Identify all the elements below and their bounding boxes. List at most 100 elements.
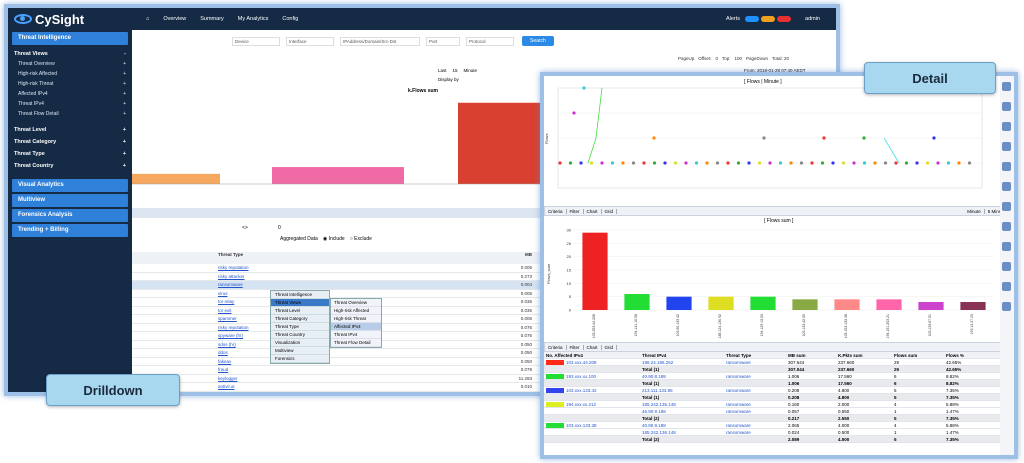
tab-grid[interactable]: Grid xyxy=(602,208,618,214)
search-button[interactable]: Search xyxy=(522,36,554,46)
bar[interactable] xyxy=(834,299,860,310)
data-point[interactable] xyxy=(684,161,688,165)
cell[interactable]: 194.xxx.xx.212 xyxy=(566,402,597,407)
tab-filter[interactable]: Filter xyxy=(567,344,584,350)
threat-type-link[interactable]: ddos xyxy=(218,350,228,355)
menu-item[interactable]: Threat Country xyxy=(271,331,329,339)
threat-intel-button[interactable]: Threat Intelligence xyxy=(12,32,128,45)
column-header[interactable]: K.Pkts sum xyxy=(838,353,863,358)
table-row[interactable]: Total (2) 2.089 4.500 5 7.35% xyxy=(544,436,1006,443)
data-point[interactable] xyxy=(873,161,877,165)
tab-grid[interactable]: Grid xyxy=(602,344,618,350)
cell[interactable]: ransomware xyxy=(726,374,751,379)
table-row[interactable]: fakeav 0.050 xyxy=(132,358,552,366)
cell[interactable]: 185.242.136.148 xyxy=(642,430,676,435)
tab-chart[interactable]: Chart xyxy=(584,208,602,214)
multiview-button[interactable]: Multiview xyxy=(12,194,128,207)
pageup-button[interactable]: PageUp xyxy=(678,56,695,61)
data-point[interactable] xyxy=(572,111,576,115)
sidebar-item-threat-ipv4[interactable]: Threat IPv4 + xyxy=(18,101,126,107)
nav-arrows[interactable]: <> xyxy=(242,225,248,231)
data-point[interactable] xyxy=(822,136,826,140)
group-level[interactable]: Threat Level + xyxy=(14,127,126,133)
data-point[interactable] xyxy=(747,161,751,165)
cell[interactable]: Total (1) xyxy=(642,395,660,400)
device-field[interactable]: Device xyxy=(232,36,280,46)
top-input[interactable]: 100 xyxy=(734,56,742,61)
threat-type-link[interactable]: risky reputation xyxy=(218,324,249,330)
threat-views-header[interactable]: Threat Views - xyxy=(14,51,126,57)
data-point[interactable] xyxy=(862,136,866,140)
data-point[interactable] xyxy=(726,161,730,165)
data-point[interactable] xyxy=(904,161,909,165)
threat-type-link[interactable]: spammer xyxy=(218,316,237,321)
data-point[interactable] xyxy=(558,161,562,165)
table-row[interactable]: keylogger 11.293 xyxy=(132,375,552,383)
table-row[interactable]: ddos 0.050 xyxy=(132,349,552,358)
chart-icon[interactable] xyxy=(1002,82,1011,91)
chart-icon[interactable] xyxy=(1002,202,1011,211)
table-row[interactable]: virus 0.005 xyxy=(132,290,552,298)
column-header[interactable]: Flows % xyxy=(946,353,965,358)
table-row[interactable]: ransomware 0.004 xyxy=(132,281,552,290)
data-point[interactable] xyxy=(946,161,951,165)
data-point[interactable] xyxy=(621,161,625,165)
menu-item[interactable]: Forensics xyxy=(271,355,329,363)
sidebar-item-hr-threat[interactable]: High-risk Threat + xyxy=(18,81,126,87)
threat-type-link[interactable]: risky attacker xyxy=(218,273,245,279)
data-point[interactable] xyxy=(715,161,720,165)
data-point[interactable] xyxy=(589,161,594,165)
table-row[interactable]: risky reputation 0.005 xyxy=(132,264,552,273)
chart-icon[interactable] xyxy=(1002,302,1011,311)
table-row[interactable]: 194.xxx.xx.212 185.242.135.148 ransomware 0… xyxy=(544,401,1006,408)
table-row[interactable]: 103.xxx.133.38 40.90.9.188 ransomware 2.065… xyxy=(544,422,1006,429)
cell[interactable]: 188.24.186.252 xyxy=(642,360,674,365)
submenu-item[interactable]: Threat Overview xyxy=(331,299,381,307)
data-point[interactable] xyxy=(936,161,940,165)
submenu-item[interactable]: Threat IPv4 xyxy=(331,331,381,339)
menu-item[interactable]: Visualization xyxy=(271,339,329,347)
cell[interactable]: ransomware xyxy=(726,360,751,365)
table-row[interactable]: antivir.ai 0.010 xyxy=(132,383,552,392)
table-row[interactable]: fraud 0.079 xyxy=(132,366,552,375)
table-row[interactable]: 103.xxx.44.208 188.24.186.252 ransomware 30… xyxy=(544,359,1006,366)
data-point[interactable] xyxy=(631,161,636,165)
table-row[interactable]: Total (1) 0.208 4.800 5 7.35% xyxy=(544,394,1006,401)
exclude-radio[interactable]: ○ Exclude xyxy=(349,236,372,242)
data-point[interactable] xyxy=(925,161,930,165)
alerts-label[interactable]: Alerts xyxy=(725,16,741,22)
cell[interactable]: ransomware xyxy=(726,430,751,435)
data-point[interactable] xyxy=(610,161,615,165)
data-point[interactable] xyxy=(579,161,583,165)
group-type[interactable]: Threat Type + xyxy=(14,151,126,157)
cell[interactable]: ransomware xyxy=(726,402,751,407)
trending-button[interactable]: Trending + Billing xyxy=(12,224,128,237)
display-by[interactable]: Display by xyxy=(438,77,459,82)
pie-icon[interactable] xyxy=(1002,222,1011,231)
offset-input[interactable]: 0 xyxy=(715,56,718,61)
menu-item[interactable]: Threat Type xyxy=(271,323,329,331)
data-point[interactable] xyxy=(852,161,856,165)
data-point[interactable] xyxy=(915,161,919,165)
ip-field[interactable]: IPAddress/Domain/Src-Dst xyxy=(340,36,420,46)
bar[interactable] xyxy=(666,296,692,310)
alert-pills[interactable] xyxy=(743,15,792,22)
threat-type-link[interactable]: ransomware xyxy=(218,282,243,287)
column-header[interactable]: Threat IPv4 xyxy=(642,353,667,358)
table-row[interactable]: 46.90.9.188 ransomware 0.057 0.550 1 1.47% xyxy=(544,408,1006,415)
column-header[interactable]: No. Affected IPv4 xyxy=(546,353,583,358)
port-field[interactable]: Port xyxy=(426,36,460,46)
data-point[interactable] xyxy=(568,161,573,165)
cell[interactable]: ransomware xyxy=(726,409,751,414)
cell[interactable]: 213.111.133.85 xyxy=(642,388,673,393)
nav-summary[interactable]: Summary xyxy=(200,16,224,22)
data-point[interactable] xyxy=(820,161,825,165)
column-header[interactable]: Flows sum xyxy=(894,353,918,358)
data-point[interactable] xyxy=(768,161,772,165)
pie-icon[interactable] xyxy=(1002,142,1011,151)
nav-analytics[interactable]: My Analytics xyxy=(237,16,269,22)
cell[interactable]: 40.90.9.188 xyxy=(642,423,666,428)
cell[interactable]: ransomware xyxy=(726,388,751,393)
data-point[interactable] xyxy=(799,161,804,165)
cell[interactable]: 193.xxx.xx.100 xyxy=(566,374,597,379)
